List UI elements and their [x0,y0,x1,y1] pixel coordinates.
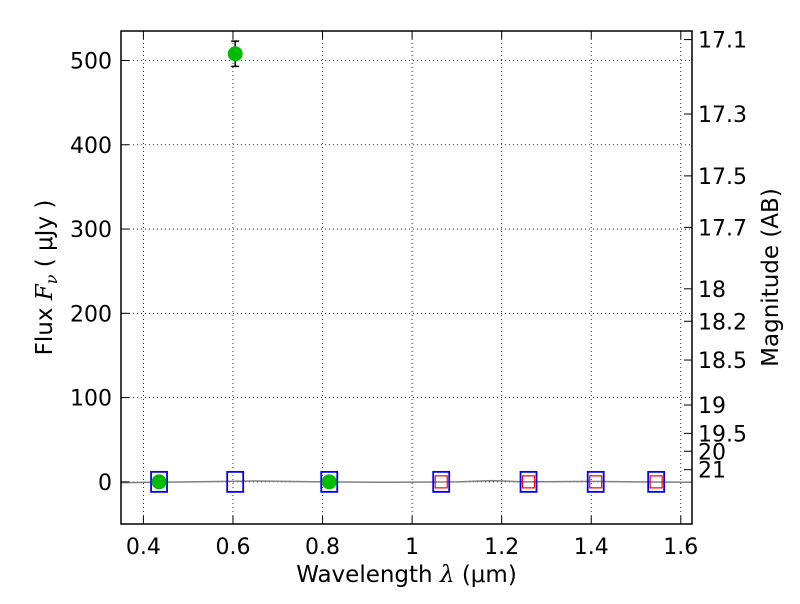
magnitude-tick-label: 19.5 [698,422,747,447]
y-axis-title: Flux Fν ( μJy ) [32,200,61,356]
magnitude-tick-label: 18.2 [698,310,747,335]
x-axis-title: Wavelength λ (μm) [296,562,517,588]
x-tick-label: 0.8 [305,535,340,560]
y-axis-title-unit: ( μJy ) [32,200,58,275]
model-point-square [519,470,538,493]
x-axis-title-unit: (μm) [455,562,517,588]
ticks-layer [121,31,692,524]
magnitude-tick-label: 19 [698,394,726,419]
model-point-red-square [589,475,603,489]
spectrum-line [120,479,693,484]
model-point-square [586,470,605,493]
magnitude-tick-label: 17.5 [698,165,747,190]
y-tick-label: 200 [70,302,112,327]
magnitude-tick-label: 17.1 [698,29,747,54]
observed-point [151,474,167,490]
y-axis-title-symbol: F [32,283,58,301]
x-tick-label: 1.2 [484,535,519,560]
y-tick-label: 400 [70,134,112,159]
model-point-red-square [521,475,536,489]
data-layer [120,40,693,493]
x-axis-title-symbol: λ [439,562,455,588]
y-tick-label: 0 [98,471,112,496]
x-tick-label: 1.6 [663,535,698,560]
magnitude-tick-label: 20 [698,440,726,465]
x-tick-label: 0.6 [215,535,250,560]
y-axis-title-subscript: ν [42,274,61,284]
grid-layer [121,31,692,524]
magnitude-tick-label: 18.5 [698,349,747,374]
model-point-red-square [434,475,448,489]
magnitude-tick-label: 17.7 [698,216,747,241]
y-tick-label: 300 [70,218,112,243]
observed-point [227,46,243,62]
plot-frame [120,30,693,525]
model-point-square [647,470,666,493]
magnitude-tick-label: 21 [698,459,726,484]
y-axis-title-prefix: Flux [32,300,58,355]
magnitude-tick-label: 17.3 [698,103,747,128]
x-axis-title-prefix: Wavelength [296,562,440,588]
x-tick-label: 1.4 [574,535,609,560]
y-tick-label: 100 [70,387,112,412]
model-point-red-square [649,475,663,489]
model-point-square [226,470,245,493]
model-point-square [432,470,451,493]
magnitude-tick-label: 18 [698,278,726,303]
model-point-square [150,470,168,493]
y-tick-label: 500 [70,49,112,74]
observed-point [321,474,337,490]
tick-labels-layer: 0.4 0.6 0.8 1 1.2 1.4 1.6 0 100 200 300 400 500 17.1 1… [70,29,747,560]
model-point-square [320,470,339,493]
magnitude-axis-title: Magnitude (AB) [758,188,784,367]
x-tick-label: 0.4 [126,535,161,560]
x-tick-label: 1 [405,535,419,560]
